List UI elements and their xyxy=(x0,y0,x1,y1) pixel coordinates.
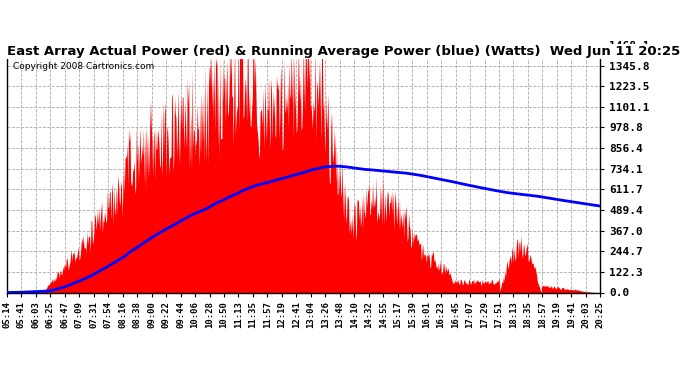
Text: East Array Actual Power (red) & Running Average Power (blue) (Watts)  Wed Jun 11: East Array Actual Power (red) & Running … xyxy=(7,45,680,58)
Text: Copyright 2008 Cartronics.com: Copyright 2008 Cartronics.com xyxy=(13,62,154,71)
